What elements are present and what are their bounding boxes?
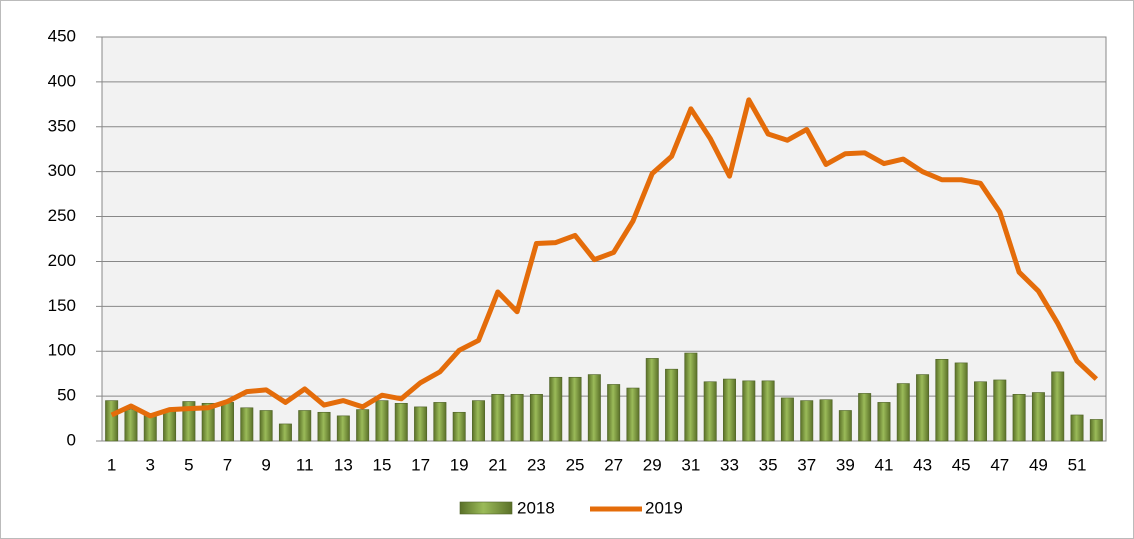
line-series — [110, 97, 1099, 419]
bar — [105, 400, 119, 442]
bar — [703, 381, 717, 442]
bar — [607, 384, 621, 442]
legend-label: 2019 — [645, 498, 683, 517]
x-tick-label: 5 — [184, 455, 193, 474]
x-tick-label: 1 — [107, 455, 116, 474]
x-tick-label: 41 — [875, 455, 894, 474]
bar — [993, 379, 1007, 442]
bar — [182, 401, 196, 442]
x-tick-label: 39 — [836, 455, 855, 474]
x-tick-label: 15 — [373, 455, 392, 474]
bar — [317, 411, 331, 442]
x-tick-label: 9 — [261, 455, 270, 474]
bar — [529, 394, 543, 442]
bar — [1031, 392, 1045, 442]
bar — [201, 402, 215, 442]
x-tick-label: 27 — [604, 455, 623, 474]
bar — [549, 376, 563, 442]
bar — [665, 368, 679, 442]
y-tick-label: 250 — [48, 206, 76, 225]
bar — [298, 410, 312, 442]
bar — [1070, 414, 1084, 442]
bar — [163, 411, 177, 442]
bar — [896, 383, 910, 442]
x-tick-label: 47 — [990, 455, 1009, 474]
x-tick-label: 21 — [488, 455, 507, 474]
x-tick-label: 13 — [334, 455, 353, 474]
x-tick-label: 19 — [450, 455, 469, 474]
y-tick-label: 200 — [48, 251, 76, 270]
bar — [742, 380, 756, 442]
bar — [336, 415, 350, 442]
y-tick-label: 0 — [67, 430, 76, 449]
bar — [452, 411, 466, 442]
bar — [800, 400, 814, 442]
x-tick-label: 33 — [720, 455, 739, 474]
bar — [587, 374, 601, 442]
bar — [568, 376, 582, 442]
x-tick-label: 45 — [952, 455, 971, 474]
bar — [375, 400, 389, 442]
bar — [974, 381, 987, 442]
x-tick-label: 17 — [411, 455, 430, 474]
bar — [1089, 419, 1103, 442]
y-tick-label: 150 — [48, 296, 76, 315]
bar — [761, 380, 775, 442]
bar — [935, 359, 949, 442]
bar — [414, 406, 428, 442]
bar — [645, 358, 659, 442]
x-tick-label: 35 — [759, 455, 778, 474]
bar — [356, 409, 370, 442]
bar — [916, 374, 930, 442]
bar — [626, 387, 640, 442]
y-tick-label: 450 — [48, 26, 76, 45]
bar — [819, 399, 833, 442]
x-tick-label: 3 — [146, 455, 155, 474]
x-tick-label: 29 — [643, 455, 662, 474]
bar — [124, 409, 138, 442]
bar — [491, 394, 505, 442]
y-tick-label: 400 — [48, 71, 76, 90]
bar — [259, 410, 273, 442]
x-tick-label: 7 — [223, 455, 232, 474]
bar — [472, 400, 485, 442]
x-tick-label: 31 — [681, 455, 700, 474]
bar — [780, 397, 794, 442]
bar — [838, 410, 852, 442]
bar — [684, 352, 698, 442]
x-tick-label: 11 — [296, 455, 314, 474]
bar — [1051, 371, 1065, 442]
bar — [1012, 394, 1026, 442]
legend-label: 2018 — [517, 498, 555, 517]
bar — [278, 423, 292, 442]
x-tick-label: 23 — [527, 455, 546, 474]
legend-swatch — [459, 501, 513, 515]
y-tick-label: 50 — [57, 386, 76, 405]
bar — [510, 394, 524, 442]
bar — [954, 362, 968, 442]
bar — [723, 378, 736, 442]
bar — [394, 402, 408, 442]
x-tick-label: 43 — [913, 455, 932, 474]
x-tick-label: 25 — [566, 455, 585, 474]
x-tick-label: 49 — [1029, 455, 1048, 474]
bar — [433, 402, 447, 442]
bar — [240, 407, 254, 442]
bar — [858, 393, 872, 442]
x-tick-label: 51 — [1068, 455, 1087, 474]
bar — [221, 402, 234, 442]
y-tick-label: 100 — [48, 341, 76, 360]
y-tick-label: 300 — [48, 161, 76, 180]
x-tick-label: 37 — [797, 455, 816, 474]
y-tick-label: 350 — [48, 116, 76, 135]
bar — [877, 402, 891, 442]
